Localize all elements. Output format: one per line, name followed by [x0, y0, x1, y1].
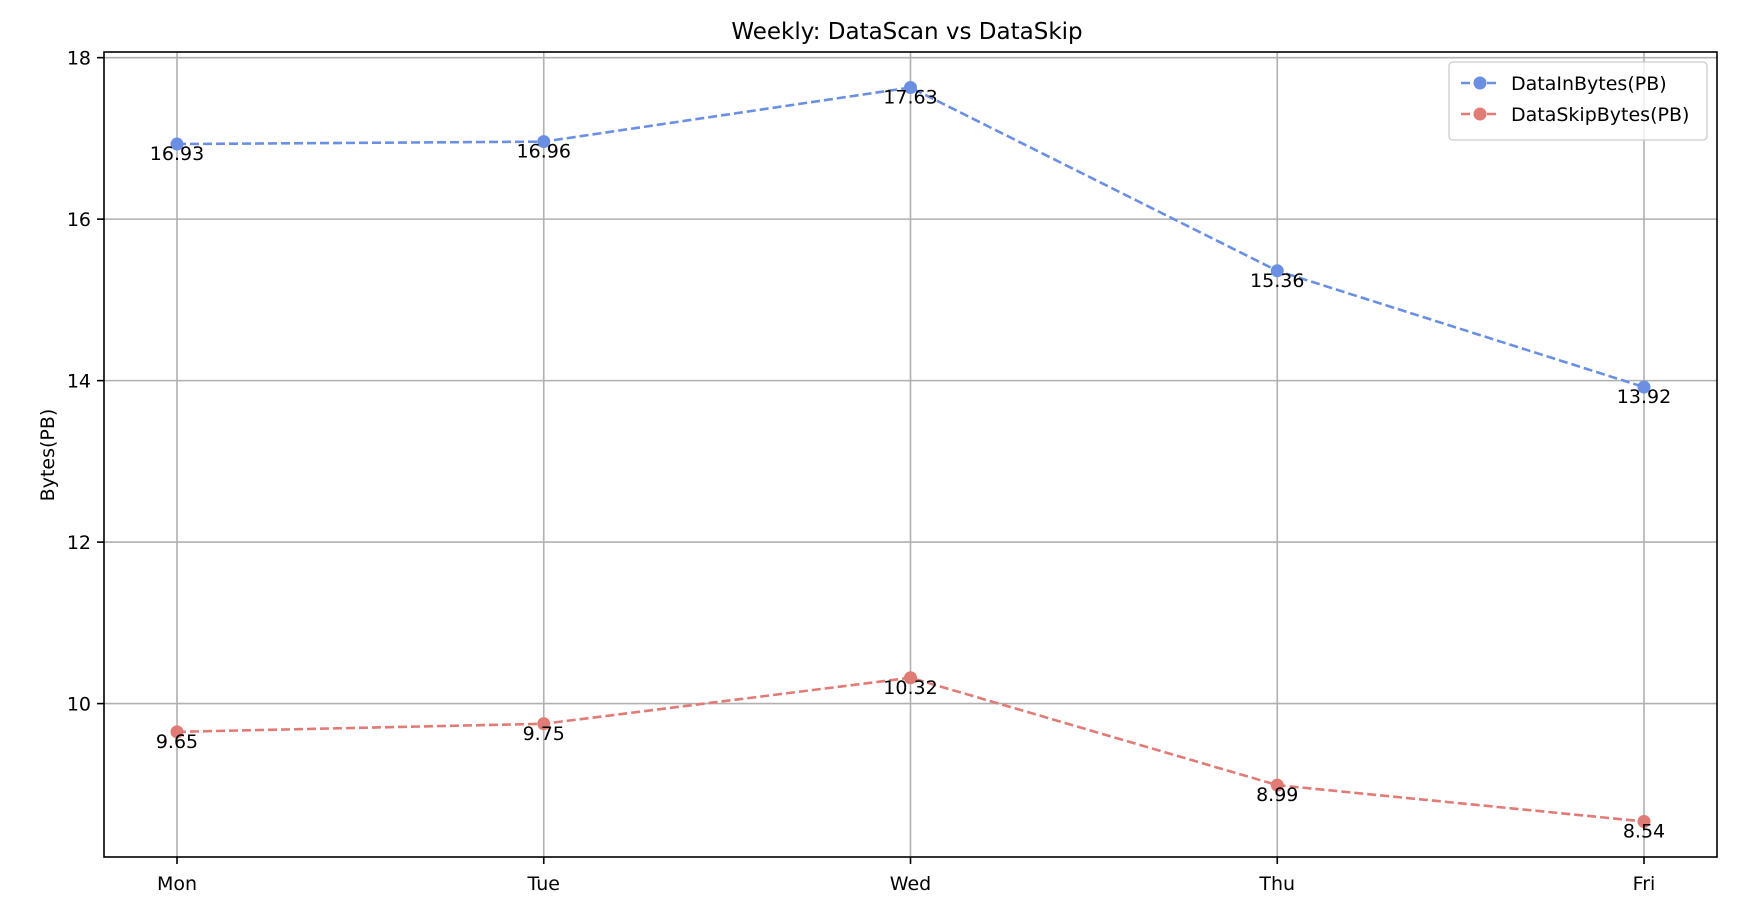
data-point [1270, 264, 1284, 278]
x-tick-label: Mon [157, 873, 197, 895]
series-line-1 [176, 86, 1645, 389]
legend: DataInBytes(PB) DataSkipBytes(PB) [1448, 61, 1708, 141]
data-label: 16.93 [150, 143, 204, 165]
data-label: 9.65 [156, 731, 198, 753]
data-point [537, 717, 551, 731]
data-point [170, 137, 184, 151]
y-tick-label: 16 [67, 209, 91, 231]
legend-marker [1473, 107, 1487, 121]
legend-label: DataInBytes(PB) [1511, 73, 1667, 95]
legend-label: DataSkipBytes(PB) [1511, 104, 1689, 126]
grid [104, 52, 1717, 857]
data-label: 15.36 [1250, 270, 1304, 292]
series-group: 16.93 16.96 17.63 15.36 13.92 9.65 9.75 10.32 8.… [150, 81, 1671, 842]
axis-ticks: Mon Tue Wed Thu Fri 10 12 14 16 18 [67, 48, 1656, 895]
y-tick-label: 10 [67, 694, 91, 716]
data-point [1637, 814, 1651, 828]
data-point [170, 725, 184, 739]
data-point [537, 135, 551, 149]
x-tick-label: Fri [1633, 873, 1656, 895]
data-label: 8.54 [1623, 820, 1665, 842]
y-tick-label: 14 [67, 371, 91, 393]
legend-marker [1473, 76, 1487, 90]
chart-title: Weekly: DataScan vs DataSkip [731, 19, 1082, 45]
data-point [904, 81, 917, 95]
data-point [904, 671, 917, 685]
data-label: 16.96 [517, 141, 571, 163]
data-label: 8.99 [1256, 784, 1298, 806]
data-point [1637, 380, 1651, 394]
data-label: 17.63 [883, 87, 937, 109]
data-label: 13.92 [1617, 386, 1671, 408]
x-tick-label: Tue [527, 873, 560, 895]
data-label: 10.32 [883, 677, 937, 699]
y-tick-label: 18 [67, 48, 91, 70]
y-axis-label: Bytes(PB) [37, 409, 59, 502]
data-point [1270, 778, 1284, 792]
x-tick-label: Thu [1258, 873, 1295, 895]
data-label: 9.75 [523, 723, 565, 745]
legend-box [1448, 61, 1708, 141]
y-tick-label: 12 [67, 532, 91, 554]
x-tick-label: Wed [890, 873, 931, 895]
